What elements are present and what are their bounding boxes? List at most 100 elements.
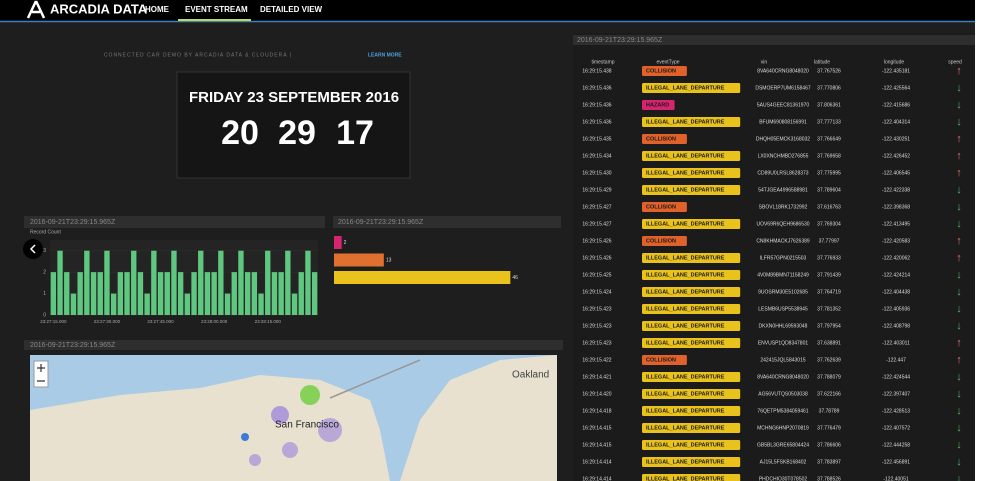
vin: 4V0M89BMN71158249 xyxy=(757,272,809,278)
y-axis-label: Record Count xyxy=(30,229,61,235)
speed-trend: ↓ xyxy=(956,439,962,451)
event-type: COLLISION xyxy=(646,357,676,363)
map[interactable]: Oakland San Francisco xyxy=(30,355,557,481)
timestamp: 16:29:14.415 xyxy=(582,442,611,448)
longitude: -122.456891 xyxy=(882,459,910,465)
speed-trend: ↑ xyxy=(956,65,962,77)
vin: BFUM690808156991 xyxy=(759,119,807,125)
latitude: 37.78789 xyxy=(819,408,840,414)
brand: ARCADIA DATA xyxy=(50,1,148,16)
latitude: 37.616763 xyxy=(817,204,841,210)
speed-trend: ↓ xyxy=(956,405,962,417)
bar xyxy=(251,272,258,315)
learn-more[interactable]: LEARN MORE xyxy=(368,52,402,58)
panel-header xyxy=(333,216,561,228)
vin: 5AUS4GEEC81361970 xyxy=(757,102,809,108)
x-tick-label: 23:27:15.000 xyxy=(40,319,67,324)
event-type: ILLEGAL_LANE_DEPARTURE xyxy=(646,374,725,380)
nav-item[interactable]: HOME xyxy=(145,5,170,14)
longitude: -122.405936 xyxy=(882,306,910,312)
event-badge xyxy=(642,168,741,178)
event-type: ILLEGAL_LANE_DEPARTURE xyxy=(646,170,725,176)
event-badge xyxy=(642,304,741,314)
bar xyxy=(64,272,70,315)
speed-trend: ↑ xyxy=(956,167,962,179)
timestamp: 16:29:14.421 xyxy=(582,374,611,380)
bar xyxy=(157,272,164,315)
speed-trend: ↓ xyxy=(956,371,962,383)
event-type: HAZARD xyxy=(646,102,669,108)
event-type: ILLEGAL_LANE_DEPARTURE xyxy=(646,119,725,125)
speed-trend: ↓ xyxy=(956,303,962,315)
column-header: speed xyxy=(948,59,962,65)
timestamp: 16:29:15.427 xyxy=(582,204,611,210)
longitude: -122.397407 xyxy=(882,391,910,397)
event-badge xyxy=(642,100,675,110)
bar xyxy=(244,272,251,315)
latitude: 37.622166 xyxy=(817,391,841,397)
latitude: 37.638891 xyxy=(817,340,841,346)
longitude: -122.422338 xyxy=(882,187,910,193)
y-tick-label: 3 xyxy=(43,248,46,254)
panel-header xyxy=(24,340,563,350)
timestamp: 16:29:15.425 xyxy=(582,272,611,278)
plot-area xyxy=(50,240,318,315)
x-tick-label: 23:27:45.000 xyxy=(147,319,174,324)
nav-item[interactable]: DETAILED VIEW xyxy=(260,5,323,14)
bar xyxy=(305,250,311,315)
panel-title: 2016-09-21T23:29:15.965Z xyxy=(338,219,424,226)
event-badge xyxy=(642,83,741,93)
bar xyxy=(218,250,224,315)
bar xyxy=(104,250,110,315)
vin: 8VA640CRNG8048020 xyxy=(757,374,809,380)
bar xyxy=(224,293,231,315)
vin: ILFR57GPN0215503 xyxy=(760,255,807,261)
longitude: -122.444258 xyxy=(882,442,910,448)
event-type: ILLEGAL_LANE_DEPARTURE xyxy=(646,153,725,159)
bar xyxy=(131,250,137,315)
longitude: -122.447 xyxy=(886,357,906,363)
longitude: -122.435181 xyxy=(882,68,910,74)
event-badge xyxy=(642,423,741,433)
column-header: eventType xyxy=(656,59,679,65)
bar xyxy=(110,293,117,315)
timestamp: 16:29:15.436 xyxy=(582,85,611,91)
vin: ENVUSP1QD8347801 xyxy=(758,340,809,346)
zoom-icons xyxy=(37,364,45,382)
event-type: ILLEGAL_LANE_DEPARTURE xyxy=(646,408,725,414)
vin: CD89U0LRSL8628373 xyxy=(757,170,808,176)
speed-trend: ↑ xyxy=(956,150,962,162)
bar xyxy=(311,272,318,315)
bar xyxy=(77,272,83,315)
event-badge xyxy=(642,389,741,399)
latitude: 37.769658 xyxy=(817,153,841,159)
latitude: 37.762639 xyxy=(817,357,841,363)
event-badge xyxy=(642,219,741,229)
event-type: ILLEGAL_LANE_DEPARTURE xyxy=(646,340,725,346)
latitude: 37.777133 xyxy=(817,119,841,125)
bar xyxy=(271,272,278,315)
prev-button[interactable] xyxy=(23,239,43,259)
event-badge xyxy=(642,185,741,195)
bar xyxy=(97,272,103,315)
longitude: -122.426452 xyxy=(882,153,910,159)
longitude: -122.413495 xyxy=(882,221,910,227)
event-type: ILLEGAL_LANE_DEPARTURE xyxy=(646,221,725,227)
longitude: -122.430251 xyxy=(882,136,910,142)
bar xyxy=(70,293,77,315)
timestamp: 16:29:15.426 xyxy=(582,255,611,261)
bar xyxy=(258,293,264,315)
vin: 8VA640CRNG8048020 xyxy=(757,68,809,74)
heat-spot xyxy=(318,418,342,442)
event-badge xyxy=(642,457,741,467)
nav-item[interactable]: EVENT STREAM xyxy=(185,5,248,14)
event-type: ILLEGAL_LANE_DEPARTURE xyxy=(646,425,725,431)
timestamp: 16:29:14.418 xyxy=(582,408,611,414)
speed-trend: ↓ xyxy=(956,473,962,481)
event-type: ILLEGAL_LANE_DEPARTURE xyxy=(646,272,725,278)
longitude: -122.420583 xyxy=(882,238,910,244)
event-type: COLLISION xyxy=(646,204,676,210)
timestamp: 16:29:15.436 xyxy=(582,119,611,125)
map-pin[interactable] xyxy=(241,433,249,441)
event-type: ILLEGAL_LANE_DEPARTURE xyxy=(646,85,725,91)
